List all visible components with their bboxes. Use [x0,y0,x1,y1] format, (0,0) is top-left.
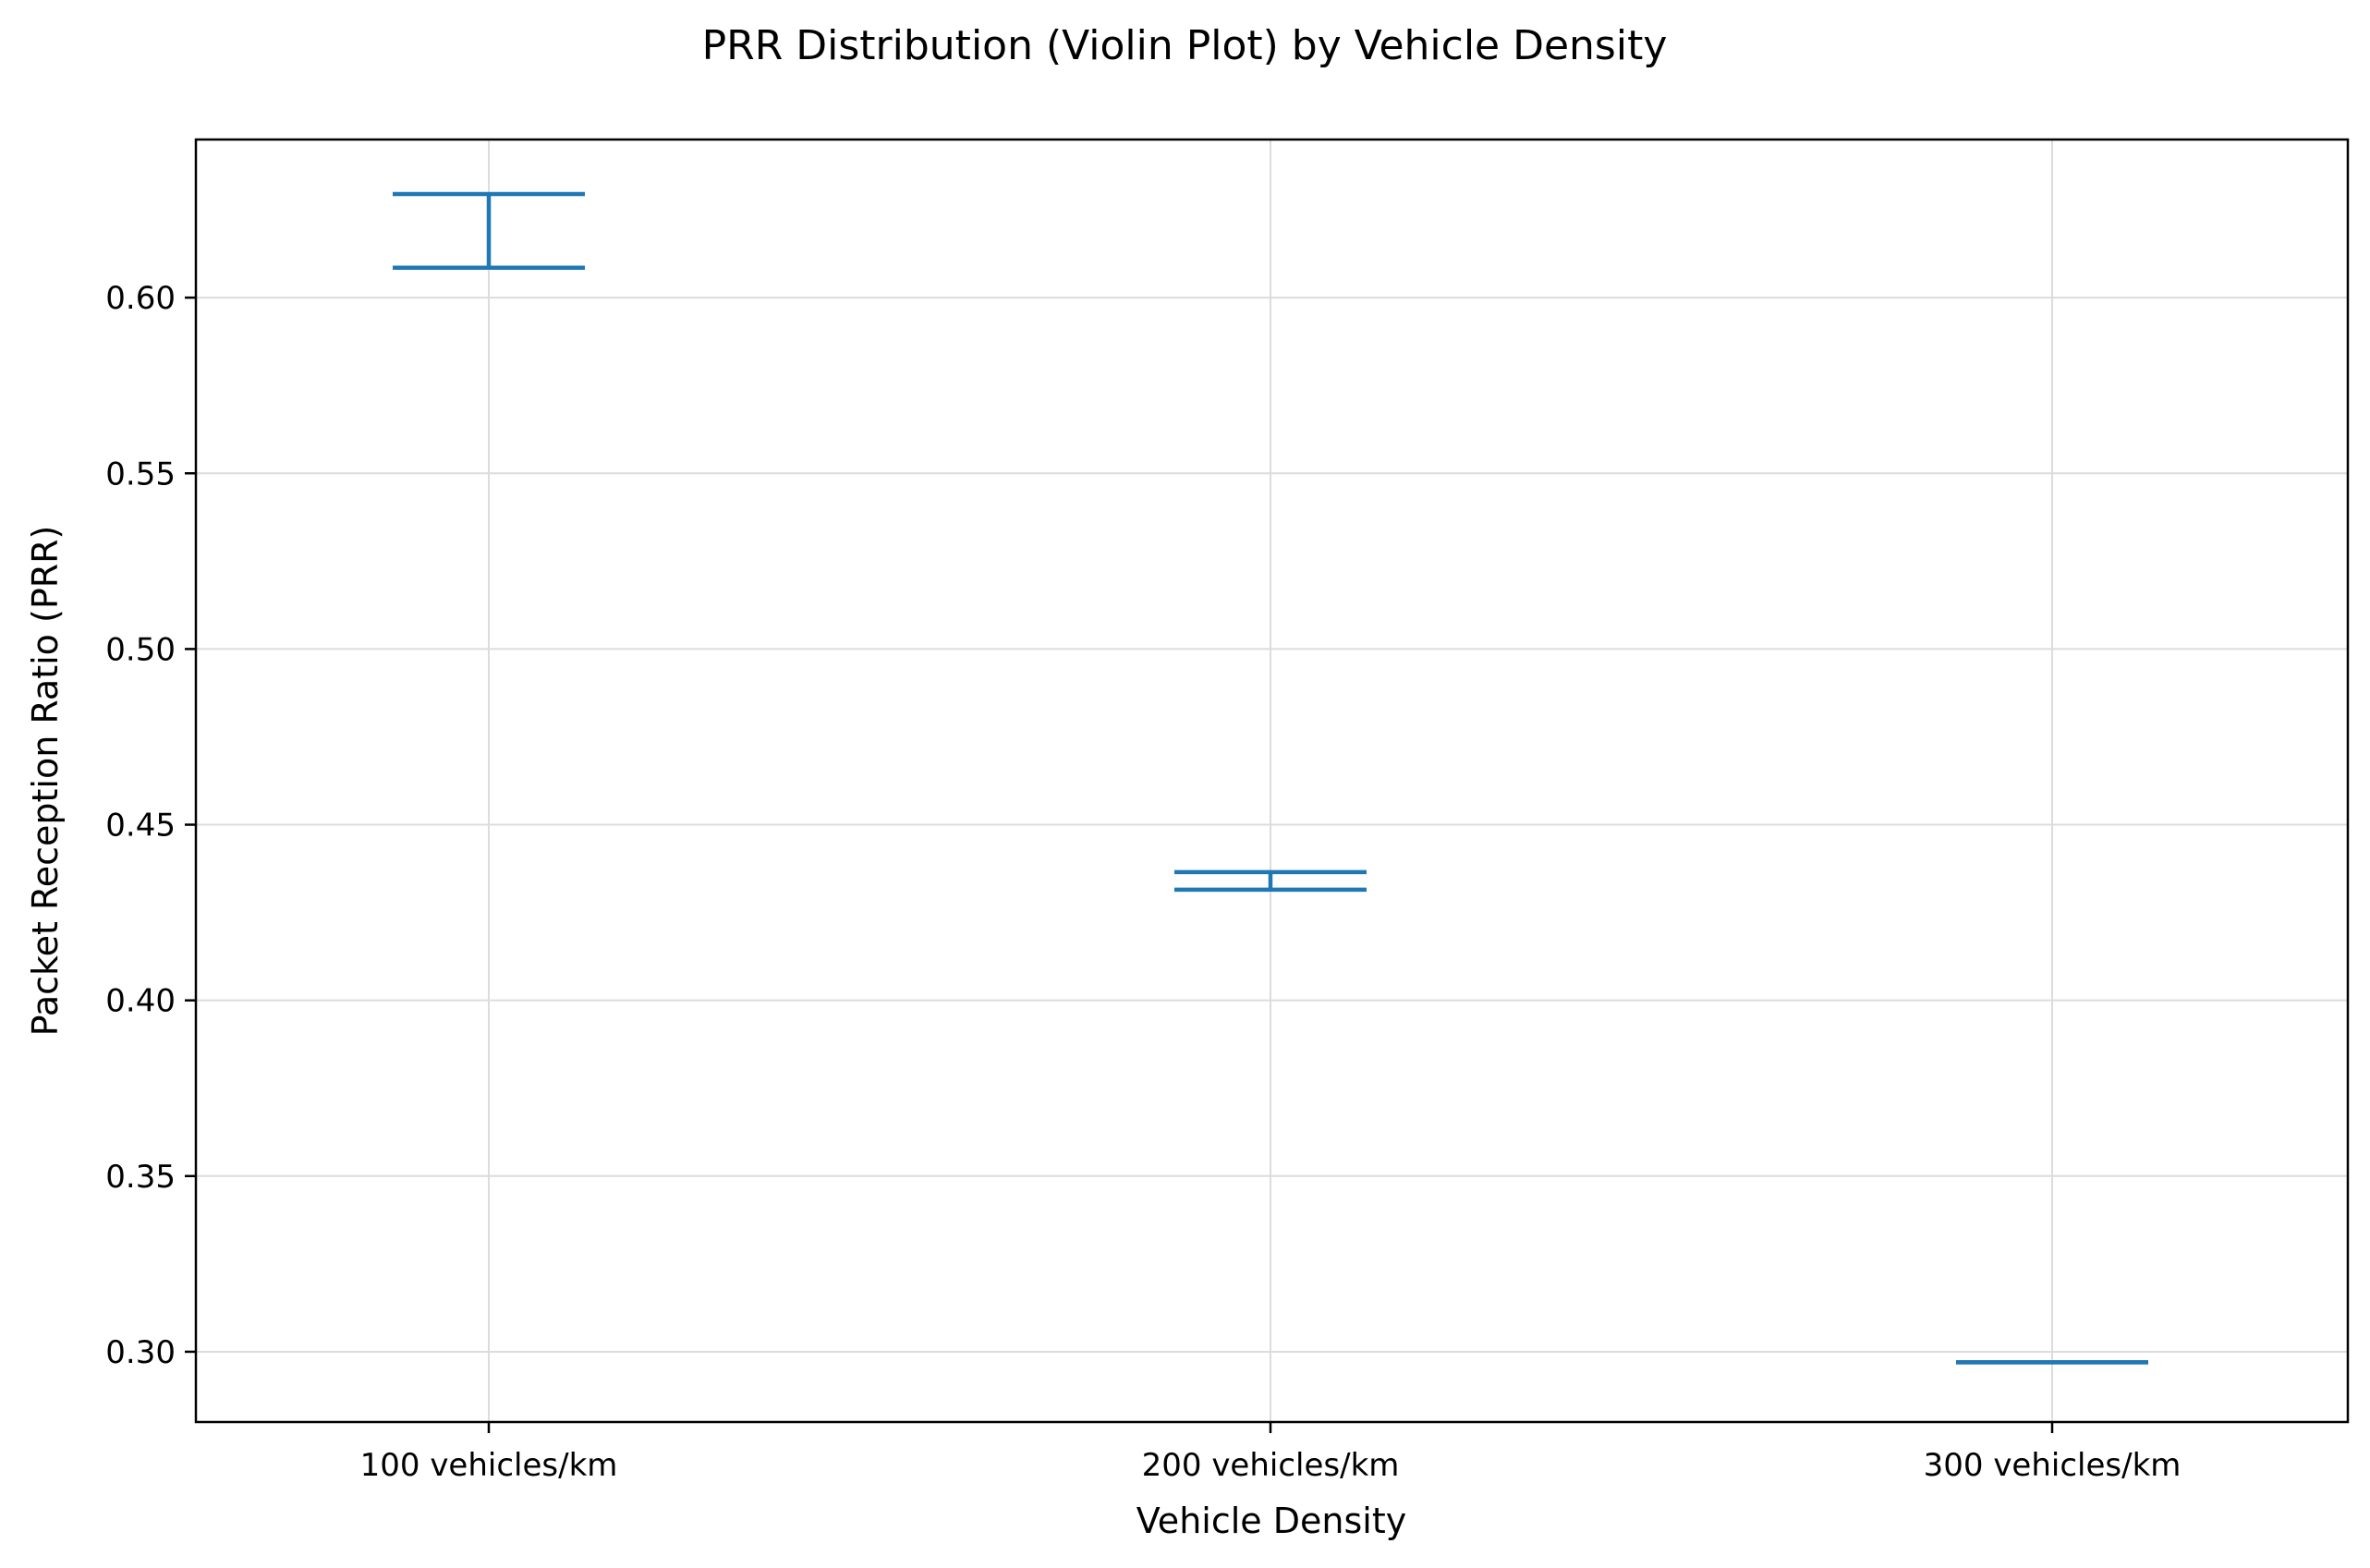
y-tick-label: 0.30 [105,1334,176,1371]
x-tick-label: 300 vehicles/km [1924,1447,2182,1484]
x-tick-label: 100 vehicles/km [360,1447,618,1484]
ticks-layer: 0.30 0.35 0.40 0.45 0.50 0.55 0.60 100 vehicles… [105,280,2181,1484]
x-tick-label: 200 vehicles/km [1142,1447,1400,1484]
chart-title: PRR Distribution (Violin Plot) by Vehicl… [702,22,1668,69]
y-axis-label: Packet Reception Ratio (PRR) [25,526,66,1037]
y-tick-label: 0.40 [105,983,176,1020]
plot-frame [194,138,2350,1424]
y-tick-label: 0.50 [105,631,176,668]
grid-layer [196,140,2348,1422]
y-tick-label: 0.60 [105,280,176,317]
marks-layer [393,191,2148,1365]
y-tick-label: 0.35 [105,1159,176,1196]
y-tick-label: 0.45 [105,808,176,845]
x-axis-label: Vehicle Density [1136,1501,1406,1541]
y-tick-label: 0.55 [105,456,176,492]
